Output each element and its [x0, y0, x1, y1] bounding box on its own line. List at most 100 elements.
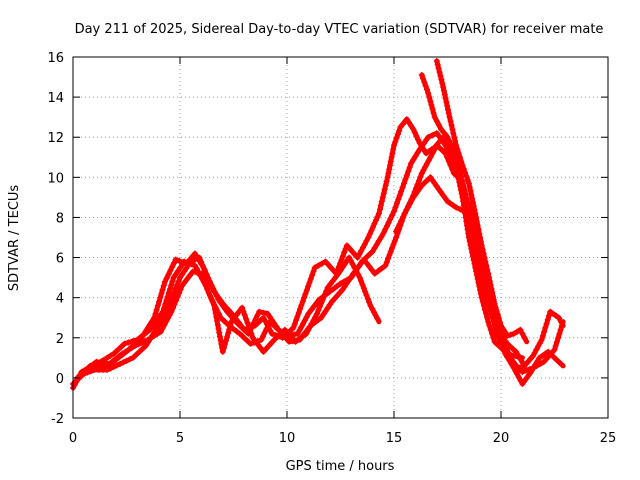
data-point [457, 170, 464, 177]
data-point [413, 133, 420, 140]
data-point [320, 295, 327, 302]
data-point [129, 354, 136, 361]
data-point [249, 334, 256, 341]
data-point [398, 188, 405, 195]
data-point [341, 249, 348, 256]
data-point [308, 320, 315, 327]
data-point [264, 310, 271, 317]
data-point [396, 221, 403, 228]
data-point [426, 94, 433, 101]
data-point [359, 281, 366, 288]
data-point [467, 187, 474, 194]
data-point [500, 326, 507, 333]
data-point [480, 302, 487, 309]
data-point [469, 199, 476, 206]
data-point [181, 279, 188, 286]
data-point [212, 306, 218, 313]
x-tick-label: 5 [176, 431, 184, 446]
data-point [530, 352, 537, 359]
data-point [328, 298, 335, 305]
data-point [410, 126, 417, 133]
data-point [101, 356, 107, 363]
data-point [126, 356, 133, 363]
data-point [334, 292, 341, 299]
data-point [200, 279, 207, 286]
data-point [425, 90, 432, 97]
data-point [390, 146, 397, 153]
data-point [381, 186, 388, 193]
data-point [94, 360, 101, 367]
data-point [370, 309, 377, 316]
data-point [456, 166, 463, 173]
data-point [223, 337, 229, 344]
data-point [113, 362, 120, 369]
data-point [385, 219, 392, 226]
data-point [406, 119, 412, 126]
data-point [157, 328, 164, 335]
data-point [291, 321, 298, 327]
data-point [348, 273, 355, 280]
data-point [466, 212, 473, 219]
data-point [322, 308, 329, 315]
data-point [524, 359, 531, 366]
data-point [214, 318, 221, 325]
data-point [315, 262, 322, 269]
data-point [122, 348, 129, 355]
data-point [169, 295, 175, 302]
data-point [487, 281, 494, 288]
data-point [366, 263, 373, 270]
data-point [458, 158, 465, 165]
data-point [133, 351, 140, 358]
data-point [169, 263, 176, 270]
data-point [534, 358, 541, 365]
data-point [460, 185, 467, 192]
data-point [298, 302, 305, 309]
data-point [310, 317, 317, 324]
data-point [254, 312, 261, 319]
data-point [121, 340, 128, 347]
data-point [394, 224, 401, 231]
data-point [106, 360, 113, 367]
data-point [327, 281, 334, 288]
data-point [379, 194, 386, 201]
data-point [332, 274, 339, 281]
data-point [320, 311, 327, 318]
data-point [142, 342, 149, 349]
data-point [487, 307, 494, 314]
data-point [492, 322, 499, 329]
data-point [392, 138, 399, 145]
data-point [319, 260, 325, 267]
data-point [168, 308, 175, 315]
data-point [475, 252, 481, 259]
data-point [330, 277, 336, 284]
data-point [422, 163, 429, 170]
data-point [168, 282, 175, 289]
data-point [486, 278, 493, 285]
data-point [241, 312, 248, 319]
data-point [507, 353, 514, 360]
data-point [170, 274, 177, 281]
data-point [231, 315, 237, 322]
data-point [162, 301, 169, 308]
data-point [179, 261, 186, 268]
data-point [325, 261, 332, 268]
data-point [443, 99, 450, 106]
data-point [433, 142, 440, 149]
data-point [431, 114, 438, 121]
data-point [303, 287, 310, 294]
data-point [472, 210, 479, 217]
data-point [464, 176, 471, 183]
data-point [450, 130, 457, 137]
data-point [462, 169, 468, 176]
data-point [171, 288, 178, 295]
data-point [243, 316, 250, 322]
data-point [369, 267, 376, 274]
data-point [154, 302, 161, 309]
data-point [543, 320, 550, 327]
data-point [530, 365, 537, 372]
data-point [447, 141, 454, 148]
data-point [383, 259, 390, 266]
data-point [462, 192, 469, 199]
data-point [486, 303, 493, 310]
data-point [378, 198, 385, 205]
